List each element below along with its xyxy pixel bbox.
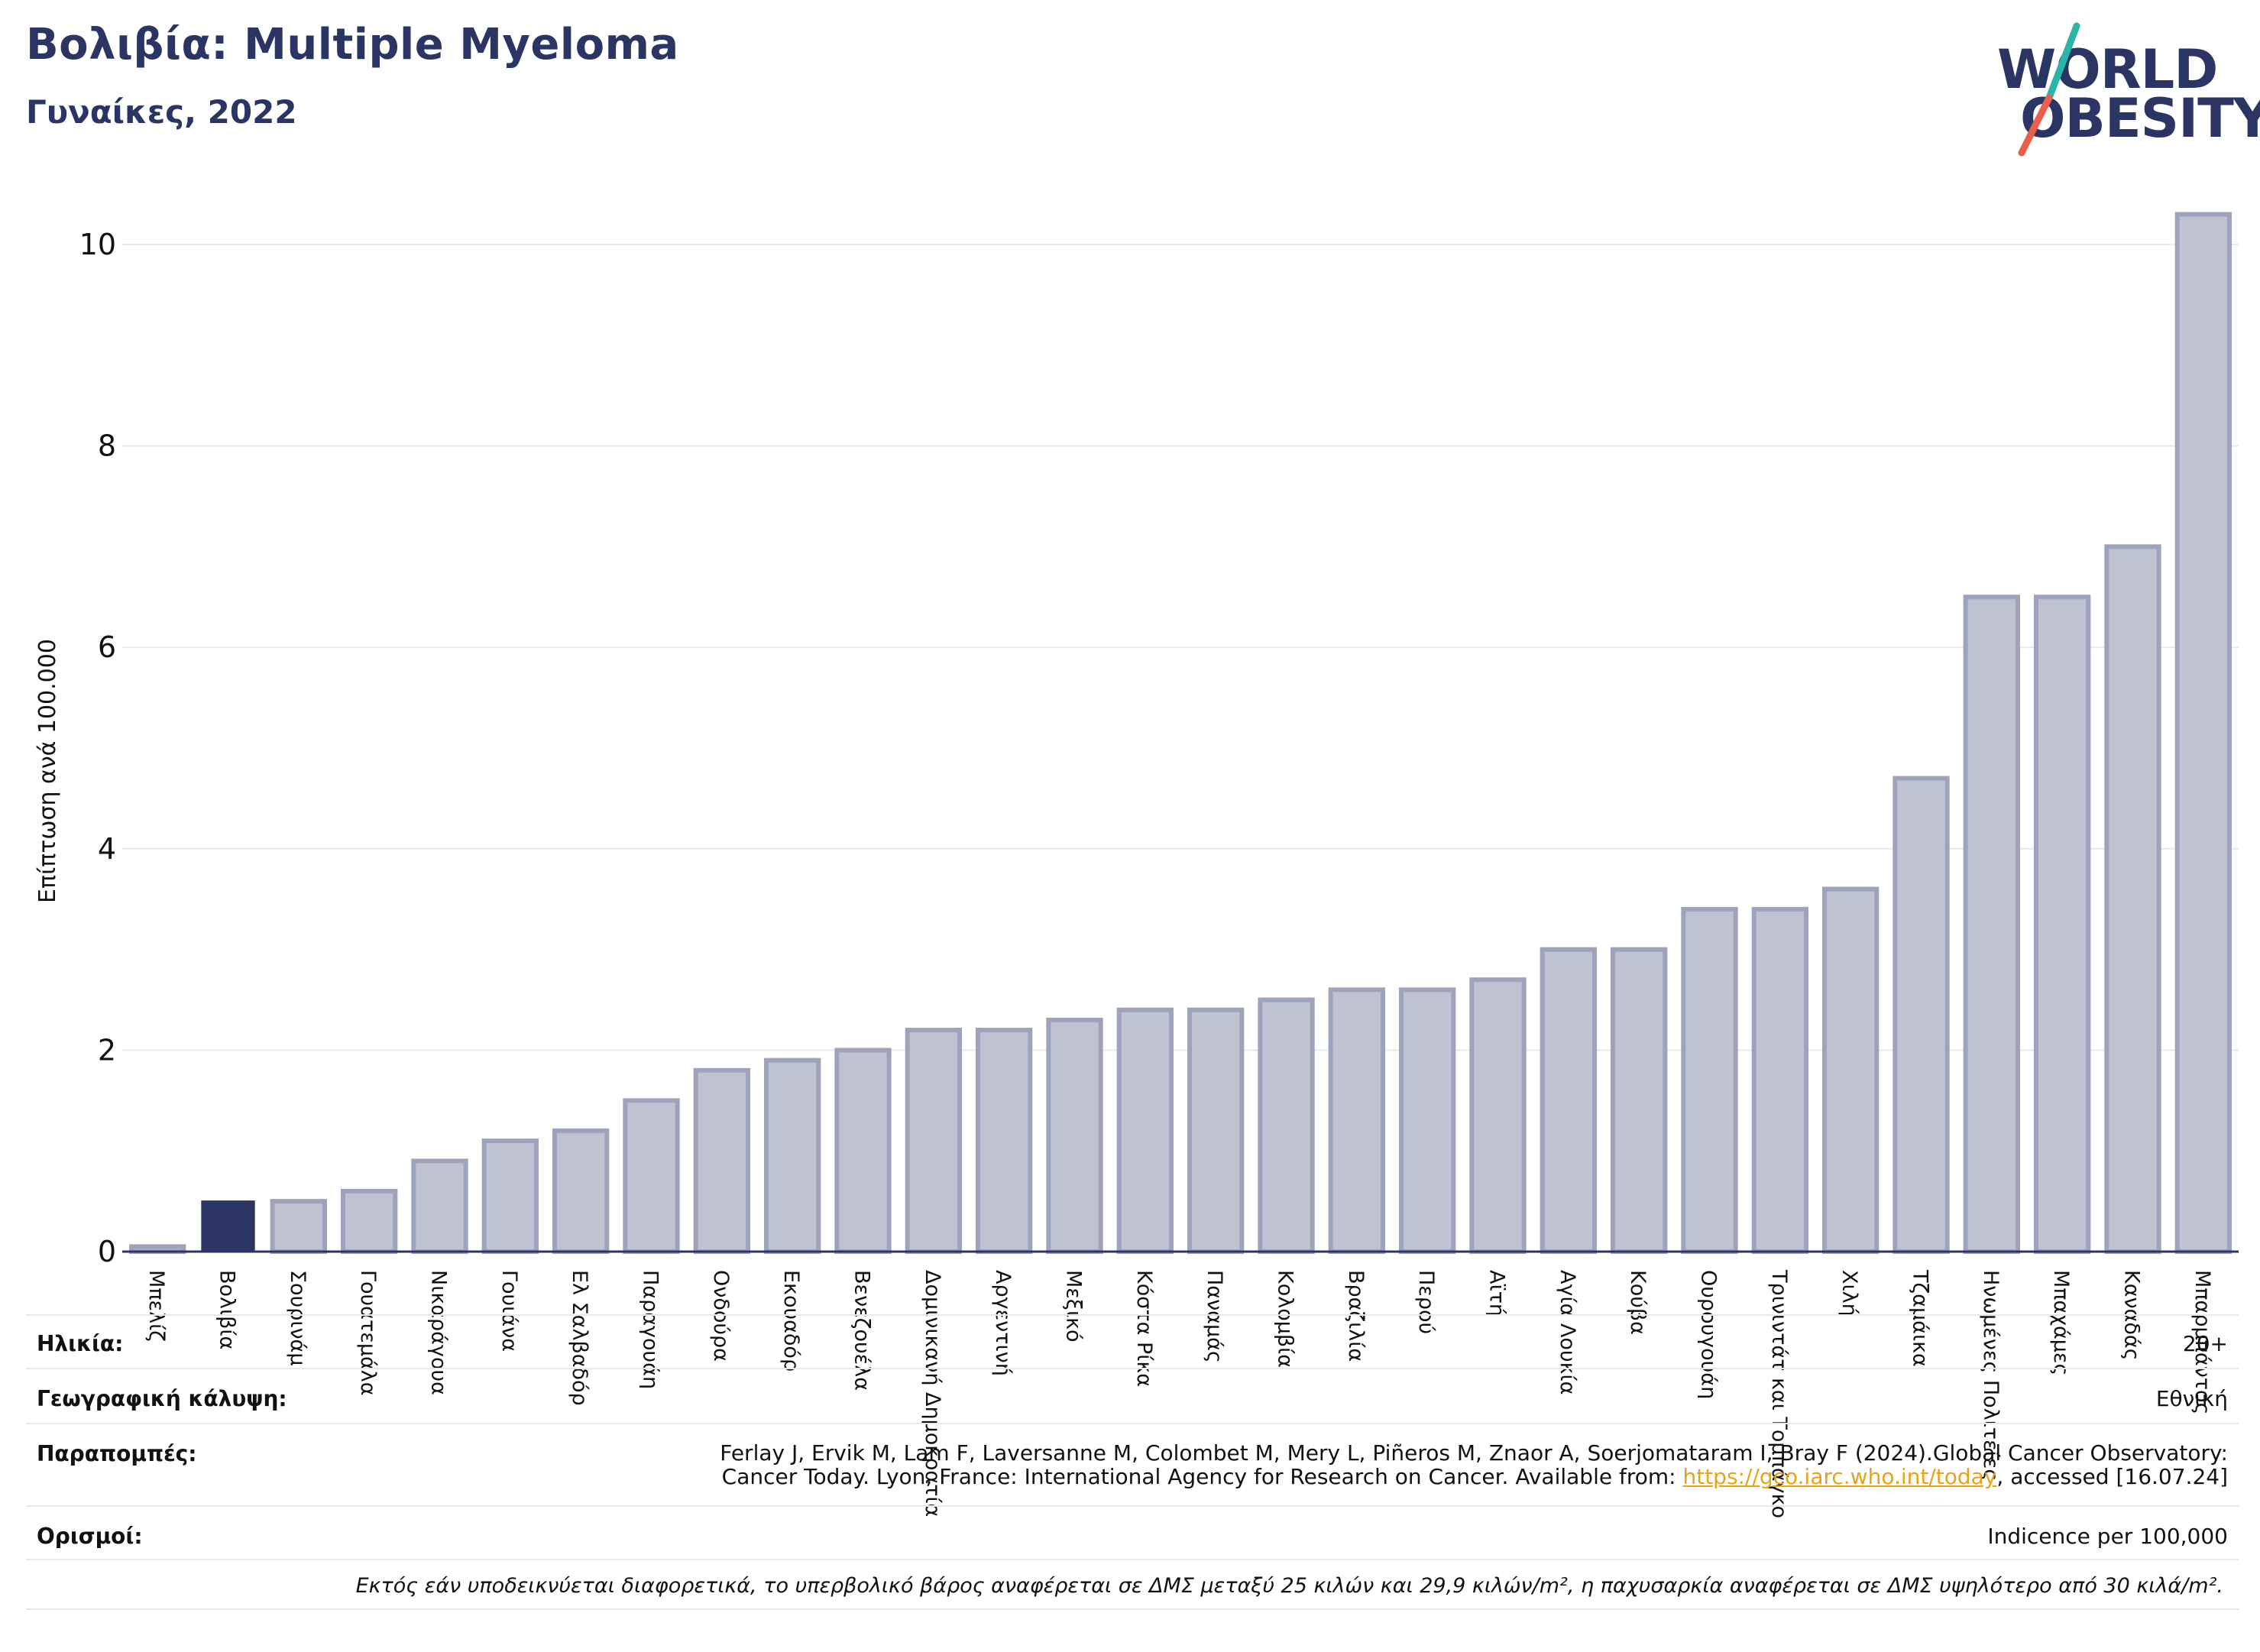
x-tick-label: Νικαράγουα [427,1270,451,1395]
x-tick-label: Σουρινάμ [286,1270,309,1366]
info-row-age: Ηλικία: 20+ [26,1314,2239,1369]
x-tick-label: Ουρουγουάη [1697,1270,1721,1399]
x-tick-label: Αργεντινή [991,1270,1015,1376]
x-tick-label: Μπαρμπάντος [2190,1270,2214,1414]
bar [764,1058,821,1254]
x-tick-label: Κολομβία [1274,1270,1297,1368]
info-row-coverage: Γεωγραφική κάλυψη: Εθνική [26,1368,2239,1424]
y-axis-label: Επίπτωση ανά 100.000 [34,639,61,903]
x-tick-label: Χιλή [1837,1270,1861,1317]
x-tick-label: Βενεζουέλα [850,1270,874,1391]
bar [2104,544,2161,1254]
x-tick-label: Αϊτή [1485,1270,1509,1317]
bar [1328,987,1385,1254]
age-value: 20+ [2182,1331,2228,1356]
bar [1822,886,1880,1255]
coverage-value: Εθνική [2155,1386,2228,1411]
footnote: Εκτός εάν υποδεικνύεται διαφορετικά, το … [355,1574,2223,1598]
footnote-rule-top [26,1559,2239,1560]
coverage-label: Γεωγραφική κάλυψη: [37,1386,287,1411]
bar [1681,906,1738,1254]
x-tick-label: Ελ Σαλβαδόρ [568,1270,591,1406]
bar [1187,1007,1245,1255]
world-obesity-logo: WORLD OBESITY [1994,21,2260,159]
gco-link[interactable]: https://gco.iarc.who.int/today [1682,1464,1997,1489]
x-tick-label: Ηνωμένες Πολιτείες [1979,1270,2003,1481]
bar [905,1028,962,1255]
age-label: Ηλικία: [37,1331,124,1356]
bar [1116,1007,1174,1255]
bar [411,1158,468,1255]
x-tick-label: Τρινιντάτ και Τομπάγκο [1767,1269,1791,1518]
bar [1399,987,1456,1254]
x-tick-label: Περού [1414,1270,1438,1334]
info-row-definitions: Ορισμοί: Indicence per 100,000 [26,1505,2239,1560]
y-tick-label: 6 [98,630,116,664]
bar [1046,1017,1103,1254]
references-label: Παραπομπές: [37,1441,197,1466]
info-row-references: Παραπομπές: Ferlay J, Ervik M, Lam F, La… [26,1423,2239,1507]
bar [270,1199,327,1254]
logo-line-2: OBESITY [2020,87,2260,150]
bar [552,1128,610,1254]
bar [1963,594,2020,1254]
references-value: Ferlay J, Ervik M, Lam F, Laversanne M, … [720,1441,2228,1488]
references-line-2-text: Cancer Today. Lyon, France: Internationa… [721,1464,1683,1489]
bar [1258,997,1315,1254]
chart-title: Βολιβία: Multiple Myeloma [26,20,679,70]
bar [1751,906,1808,1254]
definitions-value: Indicence per 100,000 [1987,1524,2228,1549]
y-tick-label: 10 [79,228,116,261]
y-tick-label: 8 [98,429,116,463]
bar [1893,776,1950,1254]
bar [976,1028,1033,1255]
references-line-2: Cancer Today. Lyon, France: Internationa… [720,1465,2228,1488]
x-tick-label: Γουιάνα [497,1270,521,1352]
x-tick-label: Δομινικανή Δημοκρατία [921,1270,944,1517]
x-tick-label: Μπαχάμες [2049,1270,2073,1375]
bar [834,1048,892,1255]
x-tick-label: Τζαμάικα [1909,1269,1932,1367]
references-accessed: , accessed [16.07.24] [1996,1464,2228,1489]
bar [623,1098,680,1255]
x-tick-label: Γουατεμάλα [356,1270,380,1396]
bar [341,1188,398,1255]
bar [693,1067,750,1255]
x-tick-label: Μπελίζ [144,1270,168,1342]
x-tick-label: Αγία Λουκία [1556,1270,1579,1394]
x-tick-label: Κόστα Ρίκα [1132,1270,1156,1387]
bar [2174,212,2232,1255]
bar [1611,947,1668,1254]
footnote-rule-bottom [26,1608,2239,1610]
bar [1540,947,1597,1254]
x-tick-label: Παραγουάη [639,1270,662,1389]
x-tick-label: Κούβα [1626,1270,1650,1335]
logo-line-1: WORLD [1997,38,2218,101]
chart-subtitle: Γυναίκες, 2022 [26,93,297,131]
x-tick-label: Βολιβία [215,1270,239,1349]
x-tick-label: Εκουαδόρ [779,1270,803,1372]
bar [2034,594,2091,1254]
references-line-1: Ferlay J, Ervik M, Lam F, Laversanne M, … [720,1440,2228,1466]
bar [1469,977,1527,1254]
y-tick-label: 4 [98,832,116,866]
x-tick-label: Μεξικό [1062,1270,1086,1343]
bar [201,1200,255,1252]
logo-slash-icon [2018,22,2080,157]
y-tick-label: 0 [98,1235,116,1268]
bar [481,1139,539,1255]
y-tick-label: 2 [98,1033,116,1067]
definitions-label: Ορισμοί: [37,1524,143,1549]
x-tick-label: Βραζιλία [1344,1270,1368,1362]
x-tick-label: Παναμάς [1203,1270,1226,1363]
